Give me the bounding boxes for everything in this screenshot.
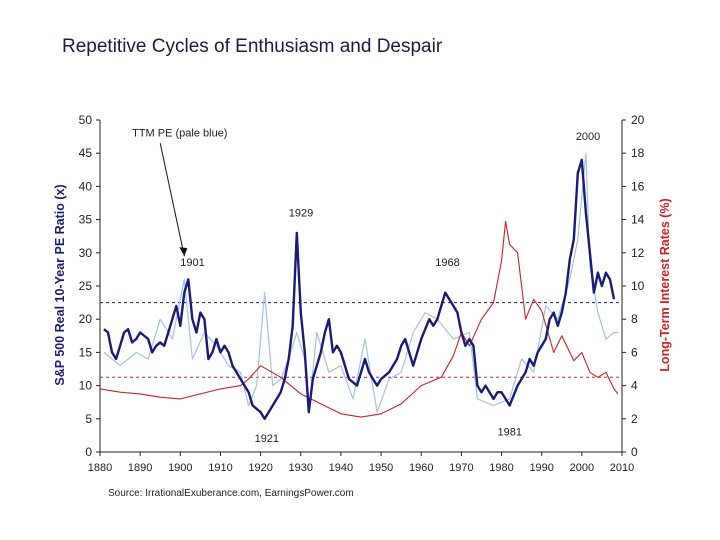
x-tick-label: 1930 xyxy=(289,462,313,474)
ttm-pe-arrow xyxy=(159,143,185,257)
y-tick-label: 5 xyxy=(85,412,92,426)
y2-tick-label: 12 xyxy=(631,246,645,260)
y-tick-label: 10 xyxy=(79,379,93,393)
pe10-series-line xyxy=(103,158,616,420)
x-tick-label: 2010 xyxy=(610,462,634,474)
x-tick-label: 1960 xyxy=(409,462,433,474)
x-tick-label: 1990 xyxy=(529,462,553,474)
annotation-label: TTM PE (pale blue) xyxy=(132,128,227,140)
x-tick-label: 1920 xyxy=(248,462,272,474)
y-tick-label: 25 xyxy=(79,279,93,293)
y-tick-label: 45 xyxy=(79,146,93,160)
source-note: Source: IrrationalExuberance.com, Earnin… xyxy=(108,488,354,499)
y2-tick-label: 0 xyxy=(631,445,638,459)
annotation-label: 1929 xyxy=(289,207,313,219)
y-tick-label: 50 xyxy=(79,113,93,127)
x-tick-label: 1900 xyxy=(168,462,192,474)
annotation-label: 1921 xyxy=(255,433,279,445)
x-tick-label: 1910 xyxy=(208,462,232,474)
x-tick-label: 1970 xyxy=(449,462,473,474)
x-tick-label: 2000 xyxy=(570,462,594,474)
y2-tick-label: 16 xyxy=(631,179,645,193)
y2-tick-label: 6 xyxy=(631,345,638,359)
y-tick-label: 35 xyxy=(79,213,93,227)
slide-title: Repetitive Cycles of Enthusiasm and Desp… xyxy=(62,36,443,57)
chart-series xyxy=(99,152,619,420)
chart-annotations: TTM PE (pale blue) 2000 1929 1901 1968 1921 19… xyxy=(132,128,600,445)
arrow-head xyxy=(179,247,188,257)
annotation-label: 2000 xyxy=(576,131,600,143)
y-tick-label: 40 xyxy=(79,179,93,193)
x-tick-label: 1880 xyxy=(88,462,112,474)
y2-axis-label: Long-Term Interest Rates (%) xyxy=(658,198,672,371)
interest-rate-series-line xyxy=(99,220,619,418)
y2-tick-label: 8 xyxy=(631,312,638,326)
y-tick-label: 30 xyxy=(79,246,93,260)
x-tick-label: 1940 xyxy=(329,462,353,474)
y2-tick-label: 14 xyxy=(631,213,645,227)
y-axis-label: S&P 500 Real 10-Year PE Ratio (x) xyxy=(53,184,67,385)
x-tick-label: 1950 xyxy=(369,462,393,474)
y2-tick-label: 4 xyxy=(631,379,638,393)
y-tick-label: 15 xyxy=(79,345,93,359)
x-tick-label: 1980 xyxy=(489,462,513,474)
y2-tick-label: 10 xyxy=(631,279,645,293)
annotation-label: 1901 xyxy=(180,257,204,269)
chart-axes: 0 5 10 15 20 25 30 35 40 45 50 0 2 4 6 8 10 12 14 16 18 20 188… xyxy=(79,113,645,474)
x-tick-label: 1890 xyxy=(128,462,152,474)
y2-tick-label: 2 xyxy=(631,412,638,426)
y-tick-label: 0 xyxy=(85,445,92,459)
annotation-label: 1981 xyxy=(498,426,522,438)
ttm-pe-series-line xyxy=(103,152,618,413)
y2-tick-label: 20 xyxy=(631,113,645,127)
annotation-label: 1968 xyxy=(435,257,459,269)
y2-tick-label: 18 xyxy=(631,146,645,160)
y-tick-label: 20 xyxy=(79,312,93,326)
